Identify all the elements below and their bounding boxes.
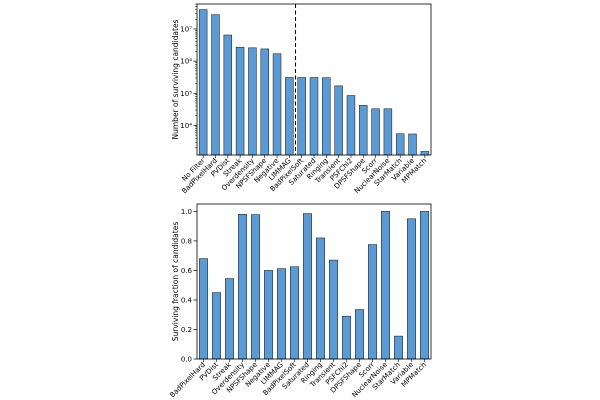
bar-PSFChi2: [346, 95, 356, 156]
bar-Scorr: [371, 108, 380, 156]
bar-NuclearNoise: [383, 108, 393, 156]
bar-Overdensity: [248, 47, 257, 156]
bar-Overdensity: [238, 214, 247, 360]
bar-BadPixelSoft: [297, 77, 306, 156]
y-tick-label: 1.0: [181, 208, 192, 216]
bar-Ringing: [316, 237, 325, 360]
bar-NPSFShape: [260, 48, 269, 156]
bar-Negative: [272, 53, 282, 156]
bar-PVDist: [223, 34, 233, 156]
bar-Saturated: [303, 213, 312, 360]
y-tick-label: 0.4: [181, 296, 193, 304]
bar-StarMatch: [395, 133, 405, 156]
bar-Variable: [408, 133, 417, 156]
bar-LIMMAG: [277, 268, 286, 360]
bar-BadPixelHard: [199, 258, 208, 360]
bar-Transient: [329, 259, 338, 360]
bar-PVDist: [212, 292, 221, 360]
chart-panel-bottom: 0.00.20.40.60.81.0BadPixelHardPVDistStre…: [168, 203, 432, 399]
y-tick-label: 0.6: [181, 267, 193, 275]
bar-Transient: [334, 85, 343, 156]
y-tick-label: 10⁶: [180, 58, 192, 66]
bar-LIMMAG: [285, 77, 294, 156]
bar-No Filter: [198, 9, 208, 156]
y-tick-label: 10⁵: [180, 90, 192, 98]
y-tick-label: 0.2: [181, 326, 192, 334]
bar-Ringing: [322, 77, 331, 156]
bar-DPSFShape: [355, 309, 364, 360]
bar-Scorr: [368, 244, 377, 360]
bar-MPMatch: [420, 151, 430, 156]
y-axis-label: Surviving fraction of candidates: [171, 222, 180, 342]
y-tick-label: 0.0: [181, 356, 192, 364]
bar-NPSFShape: [251, 214, 260, 360]
bar-Streak: [235, 46, 245, 156]
bar-Streak: [225, 278, 234, 360]
bar-NuclearNoise: [381, 211, 390, 360]
bar-BadPixelSoft: [290, 266, 299, 360]
bar-MPMatch: [420, 211, 429, 360]
bar-Negative: [264, 270, 273, 360]
bar-Saturated: [309, 77, 319, 156]
bar-BadPixelHard: [211, 14, 220, 156]
axes-frame: [196, 203, 432, 360]
bar-DPSFShape: [359, 105, 368, 156]
y-tick-label: 10⁴: [180, 122, 192, 130]
y-axis-label: Number of surviving candidates: [171, 19, 180, 139]
bar-PSFChi2: [342, 315, 351, 360]
y-tick-label: 0.8: [181, 237, 192, 245]
bar-Variable: [407, 218, 416, 360]
bar-StarMatch: [394, 335, 403, 360]
y-tick-label: 10⁷: [180, 26, 192, 34]
